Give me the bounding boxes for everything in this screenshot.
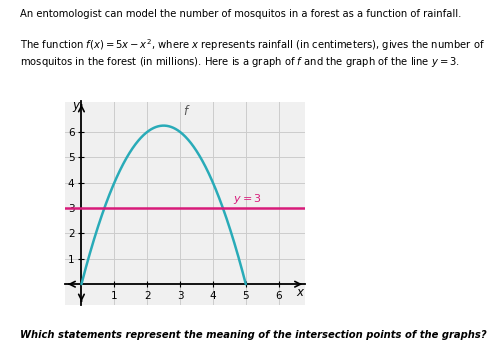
Text: An entomologist can model the number of mosquitos in a forest as a function of r: An entomologist can model the number of … [20, 9, 462, 19]
Text: The function $f(x) = 5x - x^2$, where $x$ represents rainfall (in centimeters), : The function $f(x) = 5x - x^2$, where $x… [20, 37, 485, 69]
Text: Which statements represent the meaning of the intersection points of the graphs?: Which statements represent the meaning o… [20, 330, 486, 340]
Text: $y = 3$: $y = 3$ [232, 193, 262, 206]
Text: y: y [72, 99, 79, 112]
Text: x: x [296, 286, 304, 299]
Text: f: f [184, 105, 188, 118]
